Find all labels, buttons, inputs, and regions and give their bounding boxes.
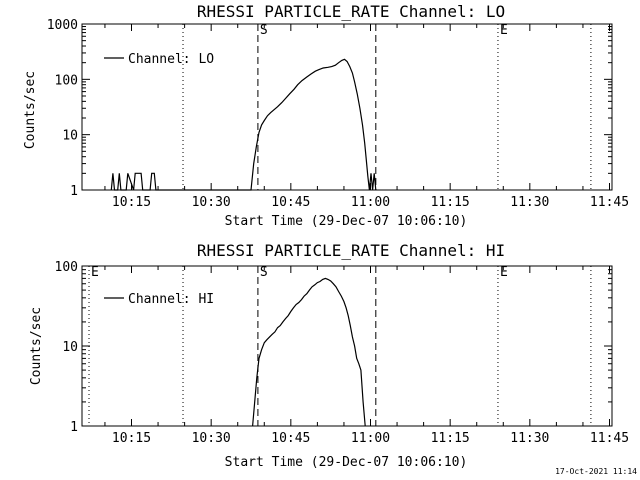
x-tick-label: 10:45 <box>271 195 310 210</box>
marker-label: E <box>500 23 508 38</box>
y-axis-label-lo: Counts/sec <box>23 71 38 149</box>
y-tick-label: 1000 <box>47 18 78 33</box>
x-tick-label: 11:00 <box>351 431 390 446</box>
plot-frame <box>81 265 613 427</box>
chart-title-hi: RHESSI PARTICLE_RATE Channel: HI <box>197 241 505 260</box>
x-tick-label: 11:30 <box>510 195 549 210</box>
y-tick-label: 1 <box>70 184 78 199</box>
y-tick-label: 100 <box>55 73 78 88</box>
x-tick-label: 10:15 <box>112 195 151 210</box>
series-line <box>110 58 377 191</box>
x-tick-label: 11:30 <box>510 431 549 446</box>
x-tick-label: 10:30 <box>192 431 231 446</box>
y-tick-label: 10 <box>62 340 78 355</box>
y-axis-label-hi: Counts/sec <box>29 307 44 385</box>
y-tick-label: 10 <box>62 129 78 144</box>
legend-label-hi: Channel: HI <box>128 292 214 307</box>
x-tick-label: 11:45 <box>590 431 629 446</box>
legend-label-lo: Channel: LO <box>128 52 214 67</box>
marker-label: S <box>260 265 268 280</box>
x-tick-label: 11:45 <box>590 195 629 210</box>
x-tick-label: 10:45 <box>271 431 310 446</box>
legend-lo: Channel: LO <box>104 52 214 67</box>
marker-label: S <box>260 23 268 38</box>
footer-timestamp: 17-Oct-2021 11:14 <box>555 467 637 476</box>
marker-label: E <box>91 265 99 280</box>
x-tick-label: 10:30 <box>192 195 231 210</box>
plot-frame <box>81 23 613 191</box>
x-tick-label: 11:15 <box>431 431 470 446</box>
x-tick-label: 10:15 <box>112 431 151 446</box>
legend-hi: Channel: HI <box>104 292 214 307</box>
marker-label: E <box>500 265 508 280</box>
x-axis-label-lo: Start Time (29-Dec-07 10:06:10) <box>225 214 468 229</box>
panel-hi: RHESSI PARTICLE_RATE Channel: HI Counts/… <box>29 241 629 470</box>
x-tick-label: 11:00 <box>351 195 390 210</box>
x-axis-label-hi: Start Time (29-Dec-07 10:06:10) <box>225 455 468 470</box>
chart-title-lo: RHESSI PARTICLE_RATE Channel: LO <box>197 2 505 21</box>
series-line <box>252 277 366 427</box>
x-tick-label: 11:15 <box>431 195 470 210</box>
y-tick-label: 100 <box>55 260 78 275</box>
y-tick-label: 1 <box>70 420 78 435</box>
panel-lo: RHESSI PARTICLE_RATE Channel: LO Counts/… <box>23 2 629 229</box>
